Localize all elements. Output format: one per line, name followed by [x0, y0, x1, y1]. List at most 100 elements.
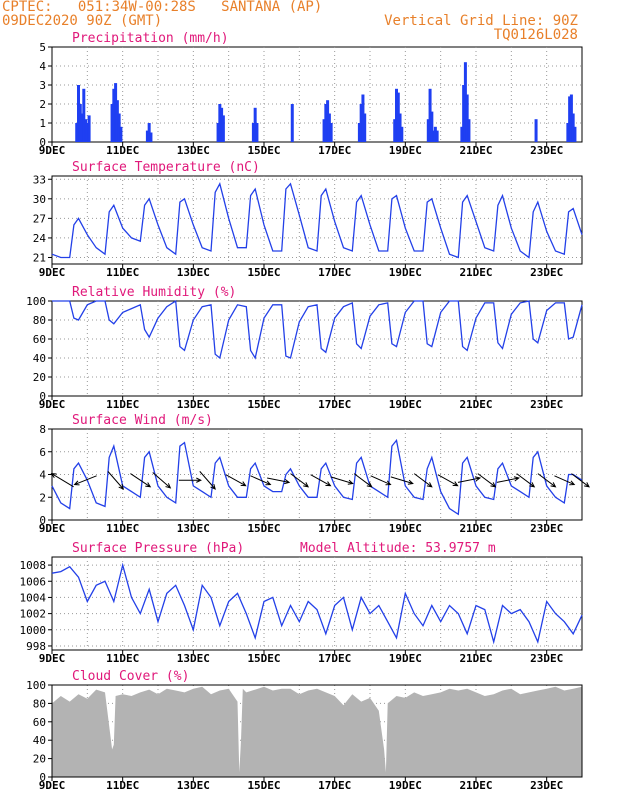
y-tick-label: 100 — [26, 295, 46, 308]
precip-bar — [357, 123, 361, 142]
x-tick-label: 19DEC — [389, 652, 422, 665]
wind-arrow — [290, 473, 310, 488]
x-tick-label: 21DEC — [459, 779, 492, 792]
precip-bar — [290, 104, 294, 142]
x-tick-label: 21DEC — [459, 144, 492, 157]
precip-bar — [428, 88, 432, 142]
panel-title: Precipitation (mm/h) — [72, 31, 229, 46]
precip-bar — [119, 126, 123, 142]
wind-arrow — [554, 475, 576, 486]
panel-frame — [51, 175, 583, 265]
x-tick-label: 15DEC — [247, 144, 280, 157]
precip-bar — [221, 115, 225, 142]
precip-bar — [398, 113, 402, 142]
x-tick-label: 23DEC — [530, 398, 563, 411]
x-tick-label: 11DEC — [106, 652, 139, 665]
wind-arrow — [199, 471, 216, 490]
wind-arrow — [496, 476, 520, 483]
precip-bar — [426, 119, 430, 142]
x-tick-label: 21DEC — [459, 522, 492, 535]
precip-bar — [216, 123, 220, 142]
wind-arrow — [330, 476, 354, 485]
y-tick-label: 1004 — [20, 591, 47, 604]
precip-bar — [435, 130, 439, 142]
y-tick-label: 8 — [39, 423, 46, 436]
wind-arrow — [130, 473, 152, 488]
precip-bar — [145, 130, 149, 142]
y-tick-label: 5 — [39, 41, 46, 54]
precip-bar — [77, 85, 80, 142]
x-tick-label: 23DEC — [530, 266, 563, 279]
y-tick-label: 3 — [39, 79, 46, 92]
y-tick-label: 4 — [39, 469, 46, 482]
y-tick-label: 4 — [39, 60, 46, 73]
precip-bar — [112, 88, 116, 142]
x-tick-label: 9DEC — [39, 266, 66, 279]
y-tick-label: 27 — [33, 212, 46, 225]
y-tick-label: 30 — [33, 193, 46, 206]
precip-bar — [566, 123, 570, 142]
wind-arrow — [370, 475, 392, 486]
precip-bar — [329, 123, 333, 142]
x-tick-label: 21DEC — [459, 398, 492, 411]
y-tick-label: 60 — [33, 333, 46, 346]
wind-arrow — [267, 477, 291, 485]
precip-bar — [534, 119, 538, 142]
precip-bar — [432, 130, 436, 142]
precip-bar — [569, 94, 573, 142]
y-tick-label: 998 — [26, 640, 46, 653]
precip-bar — [465, 94, 469, 142]
x-tick-label: 17DEC — [318, 522, 351, 535]
header-right2: TQ0126L028 — [493, 27, 578, 43]
precip-bar — [218, 104, 222, 142]
x-tick-label: 23DEC — [530, 652, 563, 665]
y-tick-label: 20 — [33, 753, 46, 766]
x-tick-label: 13DEC — [177, 144, 210, 157]
wind-arrow — [50, 472, 74, 488]
precip-bar — [110, 104, 114, 142]
y-tick-label: 2 — [39, 98, 46, 111]
precip-bar — [361, 94, 365, 142]
precip-bar — [363, 113, 367, 142]
precip-bar — [115, 100, 119, 142]
precip-bar — [255, 123, 259, 142]
wind-arrow — [477, 473, 497, 488]
x-tick-label: 23DEC — [530, 144, 563, 157]
x-tick-label: 19DEC — [389, 266, 422, 279]
precip-bar — [85, 123, 89, 142]
wind-arrow — [437, 474, 459, 487]
wind-arrow — [353, 473, 373, 488]
series-line — [51, 438, 583, 516]
y-tick-label: 20 — [33, 371, 46, 384]
x-tick-label: 15DEC — [247, 266, 280, 279]
precip-bar — [326, 100, 330, 142]
wind-arrow — [516, 473, 536, 488]
y-tick-label: 1008 — [20, 559, 47, 572]
wind-arrow — [310, 474, 332, 487]
precip-bar — [463, 62, 467, 143]
y-tick-label: 21 — [33, 251, 46, 264]
series-line — [52, 299, 583, 360]
y-tick-label: 60 — [33, 716, 46, 729]
x-tick-label: 17DEC — [318, 266, 351, 279]
series-line — [51, 182, 583, 259]
precip-bar — [327, 113, 331, 142]
panel-annotation: Model Altitude: 53.9757 m — [300, 541, 496, 556]
panel-title: Surface Wind (m/s) — [72, 413, 213, 428]
x-tick-label: 23DEC — [530, 522, 563, 535]
x-tick-label: 19DEC — [389, 522, 422, 535]
y-tick-label: 40 — [33, 734, 46, 747]
precip-bar — [460, 126, 464, 142]
precip-bar — [84, 119, 88, 142]
y-tick-label: 0 — [39, 390, 46, 403]
x-tick-label: 13DEC — [177, 522, 210, 535]
y-tick-label: 100 — [26, 679, 46, 692]
x-tick-label: 15DEC — [247, 522, 280, 535]
wind-arrow — [225, 474, 247, 487]
x-tick-label: 15DEC — [247, 652, 280, 665]
x-tick-label: 11DEC — [106, 522, 139, 535]
wind-arrow — [537, 473, 557, 488]
x-tick-label: 9DEC — [39, 144, 66, 157]
x-tick-label: 13DEC — [177, 398, 210, 411]
x-tick-label: 17DEC — [318, 398, 351, 411]
